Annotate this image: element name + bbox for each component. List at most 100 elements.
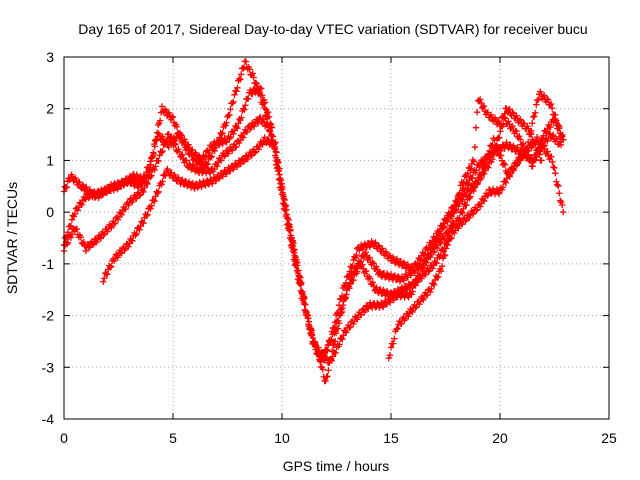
data-point: [506, 105, 513, 113]
data-point: [230, 130, 237, 137]
data-point: [155, 130, 162, 137]
data-point: [224, 150, 232, 157]
data-point: [83, 183, 90, 191]
data-point: [557, 141, 565, 149]
data-point: [459, 221, 466, 228]
data-point: [478, 159, 486, 166]
data-point: [494, 143, 501, 150]
data-point: [246, 66, 253, 73]
data-point: [167, 134, 174, 142]
data-point: [509, 166, 516, 173]
x-tick-label: 15: [383, 430, 399, 446]
data-point: [283, 214, 291, 222]
data-point: [532, 140, 539, 148]
data-point: [513, 112, 520, 119]
data-point: [372, 239, 379, 246]
data-point: [136, 226, 143, 233]
data-point: [471, 184, 478, 191]
data-point: [89, 241, 97, 248]
data-point: [69, 173, 76, 180]
data-point: [309, 334, 317, 342]
data-point: [434, 273, 442, 281]
data-point: [71, 210, 79, 218]
data-point: [322, 377, 329, 385]
data-point: [537, 88, 544, 95]
data-point: [229, 99, 236, 107]
data-point: [189, 179, 197, 187]
y-tick-label: 2: [46, 101, 54, 117]
data-point: [227, 106, 234, 113]
data-point: [560, 136, 567, 143]
data-point: [553, 178, 560, 185]
data-point: [559, 201, 566, 209]
data-point: [551, 111, 559, 119]
data-point: [420, 262, 427, 269]
data-point: [549, 158, 556, 166]
plot-frame: [63, 56, 610, 420]
data-point: [217, 136, 225, 143]
data-point: [398, 320, 405, 328]
data-point: [429, 265, 436, 272]
data-point: [111, 220, 119, 227]
data-point: [319, 366, 326, 373]
data-point: [100, 278, 107, 285]
data-point: [336, 311, 343, 319]
data-point: [354, 316, 361, 323]
data-point: [141, 184, 148, 192]
data-point: [238, 71, 245, 78]
data-point: [190, 162, 197, 169]
data-point: [124, 179, 132, 186]
data-point: [472, 124, 480, 131]
data-point: [82, 247, 89, 255]
data-point: [340, 332, 347, 339]
data-point: [477, 99, 485, 107]
data-point: [297, 281, 305, 288]
x-tick-label: 10: [274, 430, 290, 446]
data-point: [280, 191, 287, 199]
data-point: [158, 149, 165, 156]
data-point: [469, 174, 476, 181]
data-point: [352, 254, 359, 262]
data-point: [78, 201, 86, 209]
data-point: [342, 328, 349, 335]
data-point: [346, 324, 353, 331]
data-point: [182, 177, 189, 185]
data-point: [315, 347, 323, 355]
data-point: [201, 154, 208, 161]
data-point: [473, 108, 481, 116]
data-point: [273, 149, 280, 156]
data-point: [474, 180, 481, 187]
data-point: [241, 156, 248, 164]
data-point: [428, 285, 435, 292]
data-point: [178, 132, 185, 139]
series-track-5: [385, 96, 545, 362]
data-point: [90, 240, 98, 247]
data-point: [531, 113, 538, 120]
data-point: [363, 267, 370, 275]
data-point: [359, 261, 366, 268]
data-point: [147, 205, 154, 213]
data-point: [299, 294, 307, 302]
data-point: [430, 248, 438, 255]
data-point: [324, 373, 331, 380]
data-point: [226, 111, 233, 119]
data-point: [391, 272, 399, 279]
data-point: [82, 195, 89, 202]
data-point: [354, 268, 361, 275]
data-point: [533, 101, 540, 108]
data-point: [456, 189, 463, 197]
data-point: [249, 90, 256, 98]
data-point: [272, 139, 279, 146]
data-point: [516, 133, 523, 140]
data-point: [223, 119, 230, 126]
data-point: [186, 160, 193, 168]
data-point: [104, 228, 111, 235]
data-point: [408, 291, 415, 298]
data-point: [532, 109, 539, 117]
data-point: [519, 141, 526, 148]
data-point: [148, 172, 155, 179]
data-point: [304, 312, 312, 319]
data-point: [449, 217, 457, 225]
data-point: [230, 98, 237, 105]
